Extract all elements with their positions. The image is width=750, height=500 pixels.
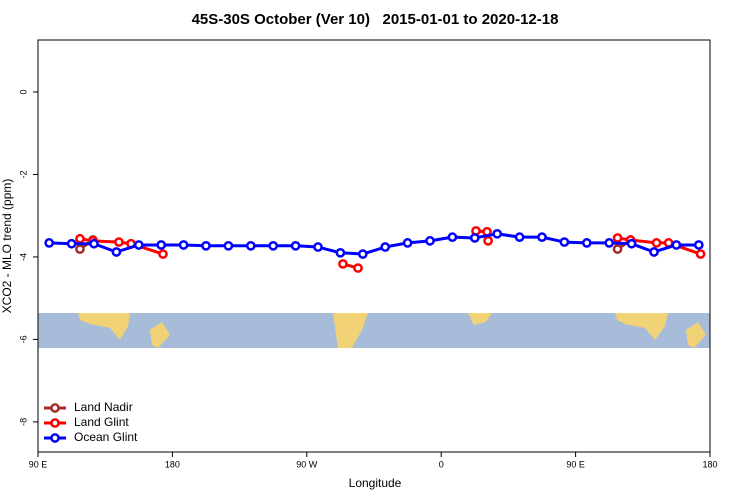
legend-marker bbox=[50, 418, 60, 428]
data-point bbox=[402, 238, 413, 248]
x-tick-label: 90 W bbox=[296, 459, 318, 469]
data-point bbox=[357, 249, 368, 259]
data-point bbox=[268, 240, 279, 251]
x-tick-label: 0 bbox=[439, 459, 444, 469]
chart-title: 45S-30S October (Ver 10) 2015-01-01 to 2… bbox=[192, 11, 559, 28]
data-point bbox=[111, 247, 122, 257]
data-point bbox=[114, 237, 124, 247]
data-point bbox=[44, 238, 55, 248]
data-point bbox=[133, 240, 144, 250]
series-line bbox=[79, 229, 702, 270]
data-point bbox=[245, 240, 256, 251]
data-point bbox=[66, 238, 77, 249]
y-tick-label: -8 bbox=[18, 418, 28, 426]
data-point bbox=[559, 237, 570, 247]
x-axis-label: Longitude bbox=[349, 476, 402, 490]
data-point bbox=[75, 233, 85, 244]
data-point bbox=[649, 247, 659, 257]
data-point bbox=[626, 238, 637, 249]
data-point bbox=[89, 238, 99, 249]
data-point bbox=[514, 232, 525, 242]
x-tick-label: 90 E bbox=[566, 459, 585, 469]
data-point bbox=[338, 259, 348, 269]
data-point bbox=[156, 240, 167, 250]
legend-marker bbox=[50, 403, 60, 413]
series-line bbox=[49, 232, 699, 256]
data-point bbox=[178, 240, 189, 250]
data-point bbox=[353, 263, 363, 273]
x-tick-label: 90 E bbox=[29, 459, 48, 469]
data-point bbox=[612, 233, 623, 243]
data-point bbox=[604, 238, 615, 248]
data-point bbox=[335, 247, 346, 258]
data-point bbox=[651, 238, 662, 248]
map-strip bbox=[38, 313, 710, 348]
y-tick-label: 0 bbox=[18, 89, 28, 94]
data-point bbox=[75, 244, 85, 254]
plot-frame bbox=[37, 39, 711, 453]
data-point bbox=[313, 242, 323, 252]
data-point bbox=[380, 242, 391, 252]
data-point bbox=[158, 249, 168, 259]
y-tick-label: -4 bbox=[18, 253, 28, 261]
legend-label: Land Glint bbox=[74, 415, 129, 429]
x-tick-label: 180 bbox=[702, 459, 717, 469]
data-point bbox=[612, 244, 623, 254]
data-point bbox=[223, 240, 234, 251]
legend-label: Land Nadir bbox=[74, 400, 133, 414]
data-point bbox=[201, 240, 211, 251]
x-tick-label: 180 bbox=[165, 459, 180, 469]
data-point bbox=[492, 228, 503, 239]
legend-label: Ocean Glint bbox=[74, 430, 138, 444]
data-point bbox=[483, 235, 493, 246]
data-point bbox=[469, 233, 480, 243]
legend-marker bbox=[50, 433, 60, 443]
data-point bbox=[671, 240, 682, 250]
data-point bbox=[447, 232, 458, 242]
data-point bbox=[695, 249, 706, 259]
y-tick-label: -6 bbox=[18, 335, 28, 343]
data-point bbox=[581, 238, 592, 248]
data-point bbox=[693, 240, 704, 250]
data-point bbox=[425, 235, 435, 246]
data-point bbox=[537, 232, 547, 242]
data-point bbox=[290, 240, 301, 251]
y-axis-label: XCO2 - MLO trend (ppm) bbox=[0, 179, 14, 314]
y-tick-label: -2 bbox=[18, 170, 28, 178]
